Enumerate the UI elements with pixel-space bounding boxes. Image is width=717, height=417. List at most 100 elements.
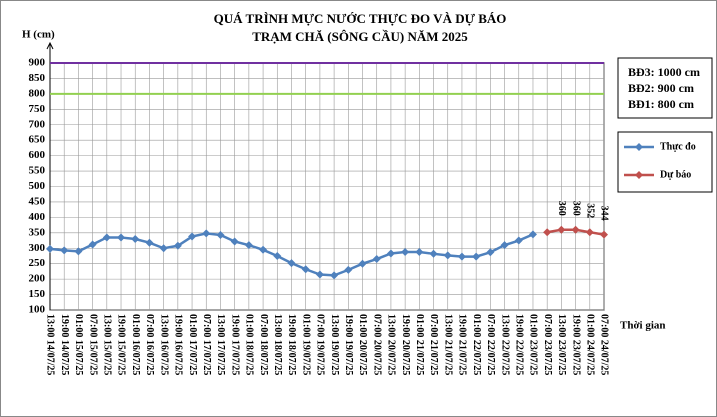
point <box>457 252 466 261</box>
point <box>543 228 552 237</box>
point <box>514 236 523 245</box>
x-tick-label: 19:00 16/07/25 <box>173 314 184 375</box>
point <box>429 249 438 258</box>
x-tick-label: 13:00 18/07/25 <box>272 314 283 375</box>
x-tick-label: 01:00 18/07/25 <box>244 314 255 375</box>
x-tick-label: 01:00 19/07/25 <box>300 314 311 375</box>
x-tick-label: 19:00 18/07/25 <box>286 314 297 375</box>
x-axis-label: Thời gian <box>620 320 666 332</box>
x-tick-label: 13:00 22/07/25 <box>499 314 510 375</box>
legend-label: Thực đo <box>660 141 696 152</box>
x-tick-label: 01:00 24/07/25 <box>584 314 595 375</box>
y-tick-label: 550 <box>29 165 46 177</box>
y-tick-label: 400 <box>29 211 46 223</box>
x-tick-label: 07:00 20/07/25 <box>371 314 382 375</box>
point <box>173 241 182 250</box>
point <box>202 229 211 238</box>
x-tick-label: 07:00 21/07/25 <box>428 314 439 375</box>
x-tick-label: 01:00 16/07/25 <box>130 314 141 375</box>
legend-marker <box>635 171 643 179</box>
y-tick-label: 600 <box>29 149 46 161</box>
point <box>60 246 69 255</box>
x-tick-label: 19:00 19/07/25 <box>343 314 354 375</box>
point <box>88 240 97 249</box>
x-tick-label: 13:00 17/07/25 <box>215 314 226 375</box>
point <box>74 247 83 256</box>
alert-text: BĐ1: 800 cm <box>628 97 694 111</box>
alert-box <box>617 57 713 119</box>
point <box>401 247 410 256</box>
x-tick-label: 01:00 22/07/25 <box>471 314 482 375</box>
point <box>528 230 537 239</box>
y-tick-label: 500 <box>29 180 46 192</box>
x-tick-label: 07:00 22/07/25 <box>485 314 496 375</box>
point <box>415 247 424 256</box>
x-tick-label: 19:00 23/07/25 <box>570 314 581 375</box>
x-tick-label: 01:00 21/07/25 <box>414 314 425 375</box>
y-tick-label: 900 <box>29 57 46 69</box>
point <box>244 241 253 250</box>
x-tick-label: 07:00 18/07/25 <box>258 314 269 375</box>
point <box>443 251 452 260</box>
legend-marker <box>635 143 643 151</box>
legend <box>617 131 713 193</box>
value-label: 360 <box>570 201 581 216</box>
x-tick-label: 01:00 20/07/25 <box>357 314 368 375</box>
y-tick-label: 700 <box>29 118 46 130</box>
point <box>500 241 509 250</box>
x-tick-label: 01:00 15/07/25 <box>73 314 84 375</box>
y-tick-label: 200 <box>29 273 46 285</box>
y-tick-label: 250 <box>29 257 46 269</box>
value-label: 344 <box>599 206 610 221</box>
point <box>230 237 239 246</box>
point <box>145 238 154 247</box>
value-label: 360 <box>556 201 567 216</box>
y-tick-label: 850 <box>29 72 46 84</box>
point <box>273 251 282 260</box>
x-tick-label: 07:00 16/07/25 <box>144 314 155 375</box>
point <box>102 233 111 242</box>
x-tick-label: 01:00 23/07/25 <box>528 314 539 375</box>
point <box>571 225 580 234</box>
alert-text: BĐ2: 900 cm <box>628 81 694 95</box>
x-tick-label: 13:00 16/07/25 <box>158 314 169 375</box>
x-tick-label: 07:00 19/07/25 <box>315 314 326 375</box>
x-tick-label: 07:00 17/07/25 <box>201 314 212 375</box>
x-tick-label: 07:00 15/07/25 <box>87 314 98 375</box>
alert-text: BĐ3: 1000 cm <box>628 65 700 79</box>
x-tick-label: 13:00 14/07/25 <box>45 314 56 375</box>
point <box>117 233 126 242</box>
point <box>386 249 395 258</box>
x-tick-label: 19:00 22/07/25 <box>513 314 524 375</box>
x-tick-label: 19:00 17/07/25 <box>229 314 240 375</box>
legend-label: Dự báo <box>660 169 691 180</box>
y-axis-label: H (cm) <box>22 29 55 41</box>
y-tick-label: 100 <box>29 304 46 316</box>
point <box>259 245 268 254</box>
y-tick-label: 750 <box>29 103 46 115</box>
y-tick-label: 300 <box>29 242 46 254</box>
y-tick-label: 800 <box>29 87 46 99</box>
point <box>585 228 594 237</box>
point <box>557 225 566 234</box>
y-tick-label: 650 <box>29 134 46 146</box>
point <box>216 230 225 239</box>
x-tick-label: 19:00 15/07/25 <box>116 314 127 375</box>
point <box>472 252 481 261</box>
x-tick-label: 13:00 19/07/25 <box>329 314 340 375</box>
x-tick-label: 19:00 21/07/25 <box>457 314 468 375</box>
point <box>131 234 140 243</box>
point <box>372 255 381 264</box>
x-tick-label: 13:00 21/07/25 <box>442 314 453 375</box>
y-tick-label: 150 <box>29 288 46 300</box>
point <box>159 244 168 253</box>
point <box>287 259 296 268</box>
x-tick-label: 19:00 14/07/25 <box>59 314 70 375</box>
x-tick-label: 13:00 23/07/25 <box>556 314 567 375</box>
chart-title: QUÁ TRÌNH MỰC NƯỚC THỰC ĐO VÀ DỰ BÁO <box>214 11 507 26</box>
point <box>330 271 339 280</box>
x-tick-label: 07:00 24/07/25 <box>599 314 610 375</box>
point <box>600 230 608 239</box>
y-tick-label: 450 <box>29 195 46 207</box>
